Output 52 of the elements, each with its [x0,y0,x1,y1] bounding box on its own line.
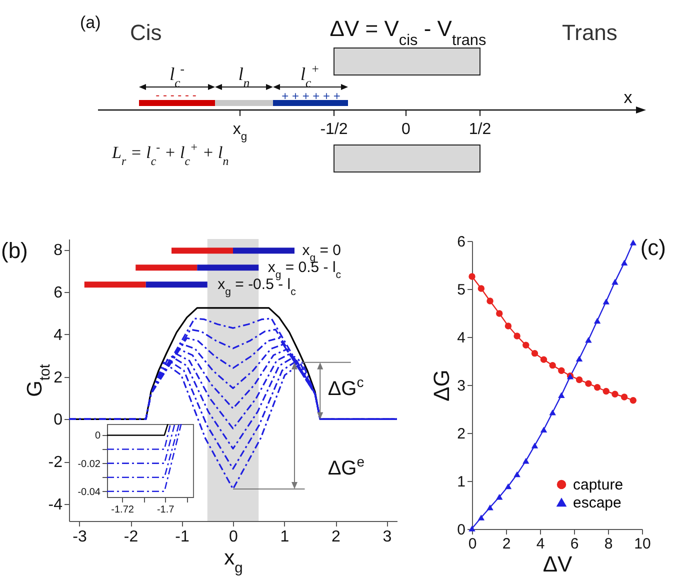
legend-label: capture [573,476,624,494]
x-tick-label: 3 [382,528,392,546]
text: (a) [80,13,101,32]
y-tick-label: 4 [54,326,63,344]
x-tick-label: -2 [124,528,138,546]
text: Trans [562,20,618,45]
annotation: ΔG$^{e}$ [328,453,365,480]
text: ΔV = V$_{cis}$ - V$_{trans}$ [330,16,486,48]
x-tick-label: 6 [570,536,579,552]
y-tick-label: 0 [54,412,63,429]
x-tick-label: 0 [229,528,238,546]
x-tick-label: 1 [280,528,290,546]
chart-title: (b) [1,238,28,263]
text: x$_{g}$ [232,121,248,143]
text: 0 [402,121,411,138]
x-tick-label: -1.72 [111,504,134,516]
x-tick-label: 8 [604,536,613,552]
x-tick-label: 4 [536,536,545,552]
y-tick-label: -0.04 [78,486,101,498]
y-axis-title: ΔG [429,370,454,402]
chart-title: (c) [640,235,666,260]
text: L$_{r}$ = l$_{c}$$^{-}$ + l$_{c}$$^{+}$ + l$_{n}$ [112,140,229,168]
x-tick-label: -1 [175,528,190,546]
text: + + + + + + [282,89,340,103]
text: Cis [130,20,162,45]
y-tick-label: 6 [457,234,466,250]
y-tick-label: -2 [48,454,63,472]
y-tick-label: -0.02 [78,458,101,470]
y-tick-label: 6 [54,284,63,302]
x-axis-title: x$_{g}$ [224,546,243,576]
x-tick-label: -3 [72,528,87,546]
x-tick-label: 2 [332,528,341,546]
text: x [624,88,633,107]
x-tick-label: -1.7 [156,504,175,516]
y-tick-label: 4 [457,330,466,346]
y-tick-label: 3 [457,378,466,394]
legend-label: escape [573,494,622,512]
y-tick-label: 2 [457,426,466,442]
y-tick-label: 8 [54,242,63,260]
y-tick-label: 1 [457,474,466,490]
y-tick-label: -4 [48,496,63,514]
y-tick-label: 2 [54,369,63,386]
x-axis-title: ΔV [542,552,573,576]
y-tick-label: 5 [457,282,466,298]
annotation: ΔG$^{c}$ [328,374,364,400]
text: 1/2 [468,121,492,138]
x-tick-label: 10 [634,536,651,552]
x-tick-label: 2 [502,536,511,552]
text: - - - - - - [156,88,196,102]
text: -1/2 [320,121,348,138]
y-tick-label: 0 [94,430,101,442]
x-tick-label: 0 [468,536,477,552]
